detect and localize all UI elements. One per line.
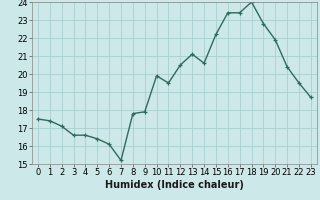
X-axis label: Humidex (Indice chaleur): Humidex (Indice chaleur) xyxy=(105,180,244,190)
